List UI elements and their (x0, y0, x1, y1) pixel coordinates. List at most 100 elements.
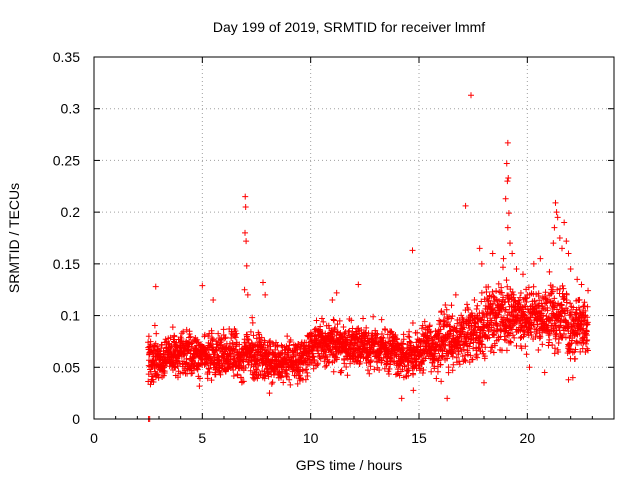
data-point (324, 337, 331, 344)
data-point (460, 346, 467, 353)
data-point-notable (476, 245, 483, 252)
data-point (294, 380, 301, 387)
data-point-notable (504, 139, 511, 146)
data-point (341, 330, 348, 337)
data-point (481, 355, 488, 362)
data-point (254, 375, 261, 382)
data-point (570, 320, 577, 327)
data-point (507, 286, 514, 293)
data-point-notable (481, 379, 487, 386)
data-point (220, 349, 227, 356)
data-point (559, 282, 566, 289)
data-point (490, 300, 497, 307)
data-point (495, 334, 502, 341)
data-point (255, 329, 262, 336)
data-point (360, 329, 367, 336)
data-point (393, 336, 400, 343)
data-point (328, 331, 335, 338)
data-point (318, 315, 325, 322)
data-point (282, 359, 289, 366)
data-point (576, 306, 583, 313)
data-point (253, 358, 260, 365)
data-point-notable (489, 250, 496, 257)
data-point (495, 280, 502, 287)
data-point (267, 357, 274, 364)
data-point (330, 317, 337, 324)
data-point (276, 351, 283, 358)
data-point (498, 314, 505, 321)
data-point (187, 350, 194, 357)
data-point (330, 335, 337, 342)
data-point (399, 347, 406, 354)
data-point (293, 362, 300, 369)
data-point (346, 315, 353, 322)
data-point (555, 349, 562, 356)
data-point (387, 361, 394, 368)
x-tick-label: 15 (411, 430, 427, 446)
data-point (503, 277, 510, 284)
data-point (211, 351, 218, 358)
data-point (330, 368, 337, 375)
data-point (169, 354, 176, 361)
data-point (565, 328, 572, 335)
data-point (393, 351, 400, 358)
data-point-notable (513, 266, 520, 273)
data-point-notable (500, 255, 507, 262)
data-point (414, 344, 421, 351)
data-point (331, 328, 338, 335)
data-point (563, 291, 570, 298)
data-point (190, 347, 197, 354)
data-point (283, 372, 290, 379)
data-point (509, 309, 516, 316)
data-point-notable (502, 195, 509, 202)
data-point (470, 345, 477, 352)
data-point (474, 315, 481, 322)
y-tick-label: 0.35 (53, 49, 80, 65)
data-point (167, 358, 174, 365)
data-point (578, 320, 585, 327)
data-point (473, 305, 480, 312)
data-point (316, 352, 323, 359)
data-point (225, 355, 232, 362)
data-point (150, 378, 157, 385)
data-point (413, 356, 420, 363)
data-point (203, 355, 210, 362)
data-point (576, 296, 583, 303)
data-point (512, 307, 519, 314)
data-point (443, 306, 450, 313)
data-point (418, 325, 425, 332)
y-axis-label: SRMTID / TECUs (6, 183, 22, 293)
data-point (280, 379, 287, 386)
data-point (493, 321, 500, 328)
data-point (351, 342, 358, 349)
data-point (409, 319, 416, 326)
data-point-notable (554, 214, 561, 221)
data-point-notable (242, 193, 249, 200)
data-point (507, 338, 514, 345)
data-point (282, 366, 289, 373)
data-point (584, 347, 591, 354)
data-point (331, 357, 338, 364)
data-point (344, 339, 351, 346)
data-point (402, 354, 409, 361)
data-point-notable (260, 279, 266, 286)
data-point (267, 346, 274, 353)
data-point (516, 299, 523, 306)
data-point (555, 339, 562, 346)
data-point (546, 336, 553, 343)
y-tick-label: 0.25 (53, 152, 80, 168)
data-point (238, 353, 245, 360)
data-point (412, 348, 419, 355)
data-point (546, 330, 553, 337)
data-point (427, 329, 434, 336)
data-point (205, 365, 212, 372)
data-point (234, 372, 241, 379)
data-point (378, 348, 385, 355)
data-point (477, 326, 484, 333)
data-point-notable (574, 276, 581, 283)
data-point (513, 328, 520, 335)
data-point (272, 342, 279, 349)
data-point (174, 362, 181, 369)
data-point (294, 343, 301, 350)
data-point (398, 360, 405, 367)
